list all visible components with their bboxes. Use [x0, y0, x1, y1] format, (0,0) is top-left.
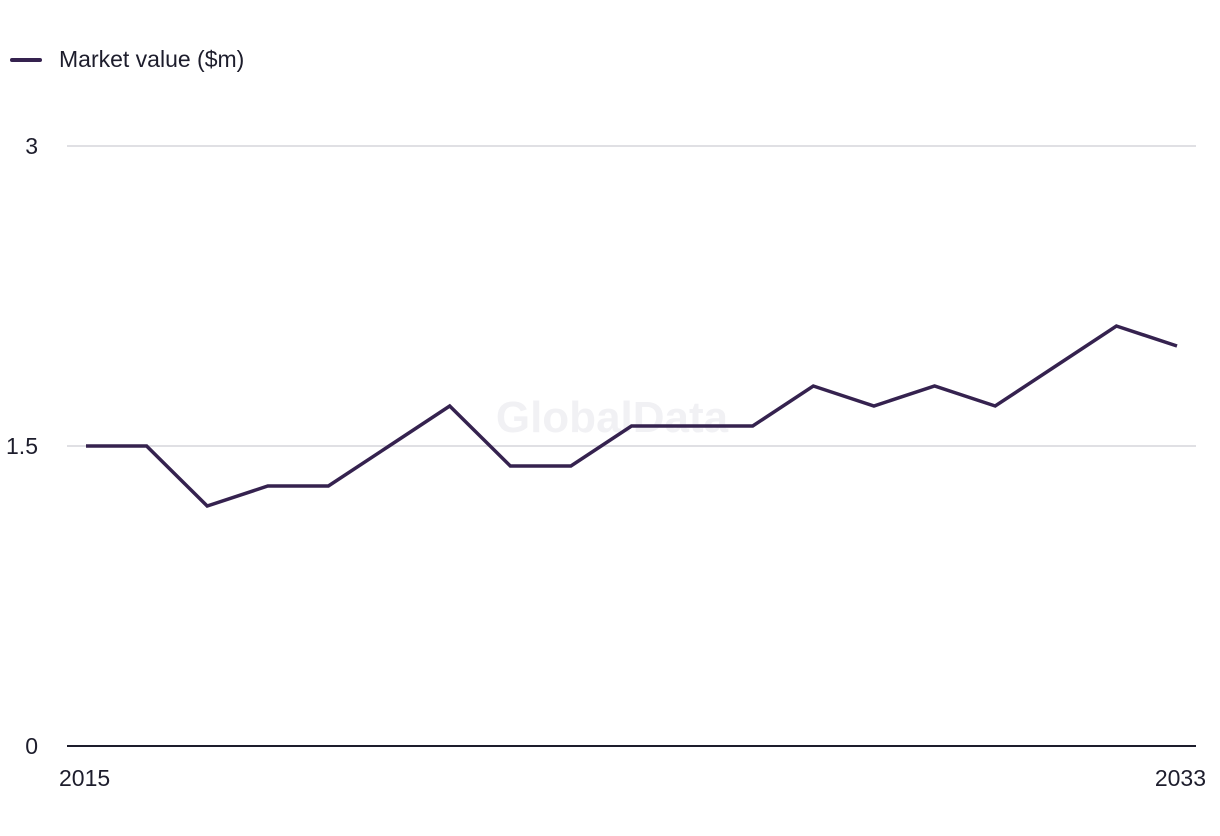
watermark-text: GlobalData: [496, 393, 729, 442]
series-line-0: [86, 324, 1178, 508]
y-tick-label: 1.5: [6, 433, 38, 459]
legend-swatch: [10, 57, 42, 62]
legend-label: Market value ($m): [59, 46, 245, 72]
grid-layer: [67, 145, 1196, 747]
x-tick-label: 2015: [59, 765, 110, 791]
y-tick-label: 0: [25, 733, 38, 759]
y-tick-label: 3: [25, 133, 38, 159]
x-tick-label: 2033: [1155, 765, 1206, 791]
axis-layer: 0 1.5 3 2015 2033: [6, 133, 1206, 791]
series-layer: [86, 324, 1178, 508]
legend: Market value ($m): [10, 46, 244, 73]
